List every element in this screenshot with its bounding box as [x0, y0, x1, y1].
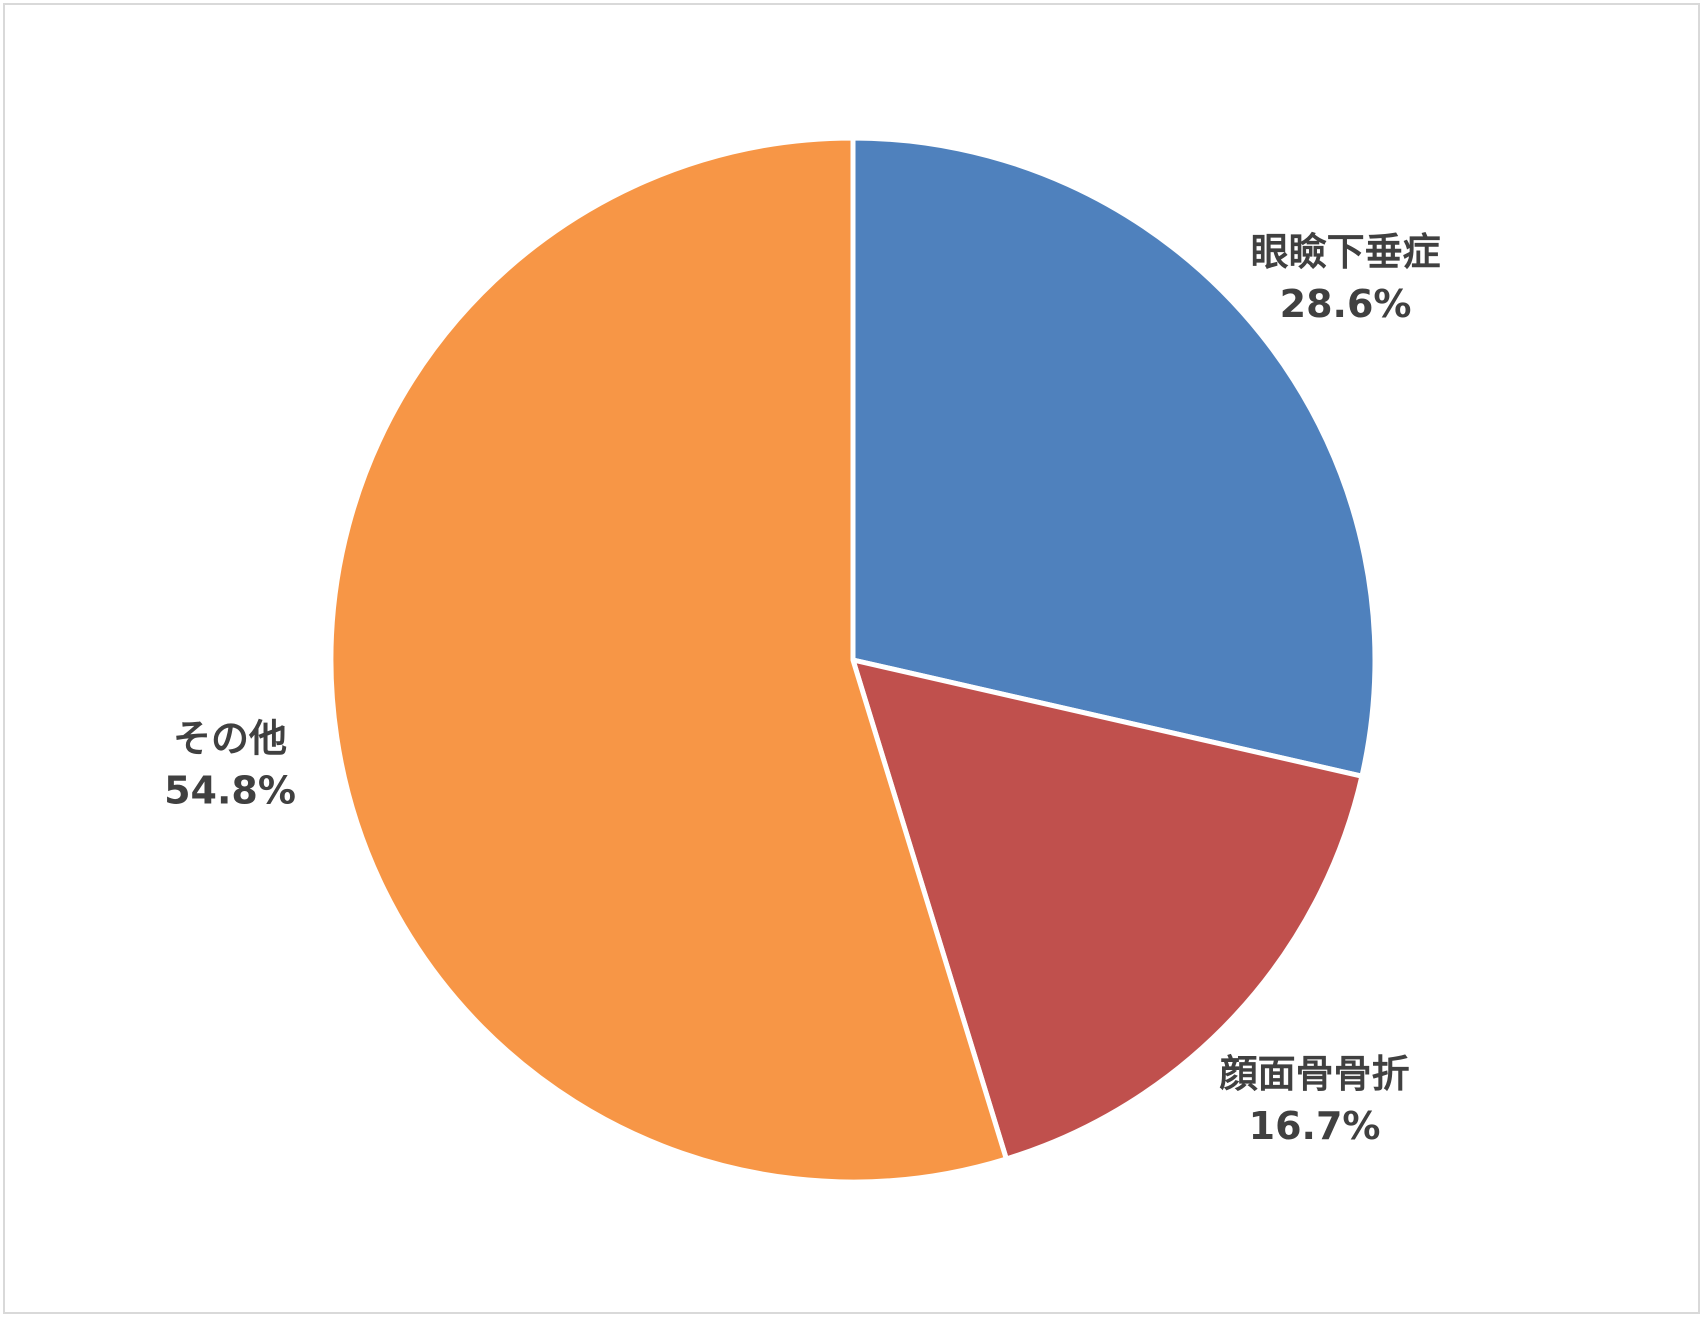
slice-label-value: 54.8%	[164, 769, 296, 813]
slice-label-name: その他	[173, 717, 287, 761]
pie-slice[interactable]	[328, 135, 1009, 1185]
pie-slice[interactable]	[850, 135, 1378, 779]
pie-slices	[328, 135, 1378, 1185]
slice-label-value: 28.6%	[1280, 282, 1412, 326]
pie-slice[interactable]	[850, 657, 1365, 1162]
slice-label-name: 眼瞼下垂症	[1251, 230, 1441, 274]
slice-label-name: 顔面骨骨折	[1220, 1052, 1410, 1096]
slice-label-value: 16.7%	[1249, 1104, 1381, 1148]
pie-labels: 眼瞼下垂症 28.6% 顔面骨骨折 16.7% その他 54.8%	[164, 230, 1441, 1148]
